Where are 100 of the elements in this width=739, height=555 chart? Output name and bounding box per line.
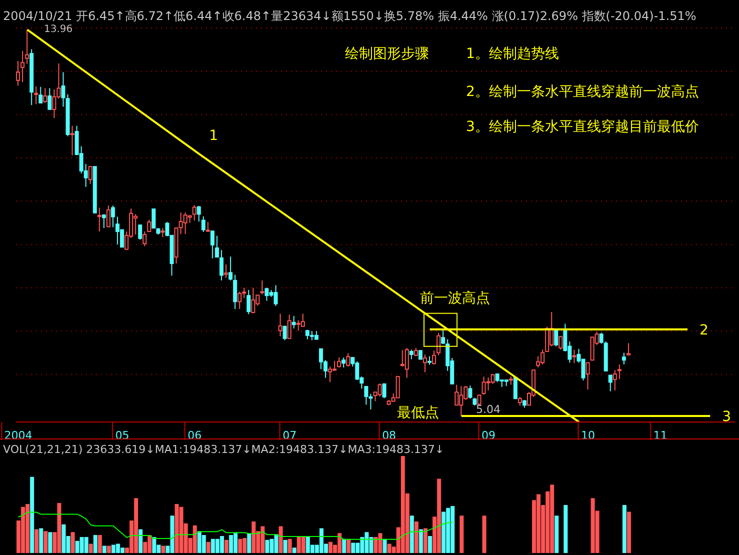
candlestick [278,313,282,337]
bar [423,528,428,553]
bar [238,538,242,553]
candlestick [337,356,342,368]
bar [206,542,210,553]
bar [554,516,559,553]
candlestick [617,364,622,380]
bar [202,535,206,553]
series-label: 1 [209,128,218,144]
bar [428,536,432,553]
bar [626,512,631,553]
bar [414,521,418,553]
candlestick [436,332,441,356]
candlestick [300,313,305,327]
candlestick [138,224,142,240]
candlestick [219,250,224,281]
bar [229,535,234,553]
candlestick [238,291,242,310]
bar [224,540,229,553]
bar [34,529,39,553]
bar [346,538,351,553]
bar [39,528,44,553]
bar [30,476,34,553]
candlestick [260,280,264,295]
candlestick [38,86,43,104]
bar [265,540,270,553]
candlestick [622,352,626,365]
candlestick [490,373,495,384]
candlestick [422,354,427,373]
bar [442,512,446,553]
bar [410,516,414,553]
candlestick [233,274,238,310]
candlestick [612,370,617,391]
chart-title: 2004/10/21 开6.45↑高6.72↑低6.44↑收6.48↑量23634↓额1550↓换5.78% 振4.44% 涨(0.17)2.69% 指数(-20.04)-1.51% [3,9,696,23]
bar [152,536,156,553]
bar [564,504,568,553]
bar [70,532,75,553]
bar [622,504,626,553]
candlestick [102,214,106,229]
candlestick [626,342,630,356]
candlestick [206,221,210,232]
candlestick [196,205,201,222]
annotation: 13.96 [44,24,73,35]
candlestick [432,350,436,365]
candlestick [142,230,147,247]
candlestick [264,287,269,302]
candlestick [477,394,482,406]
bar [98,535,102,553]
series-label: 2 [700,322,708,338]
bar [342,538,346,553]
candlestick [441,328,446,345]
candlestick [147,219,152,232]
bar [482,516,486,553]
bar [288,538,292,553]
bar [418,529,423,553]
candlestick [404,347,409,378]
candlestick [210,230,214,259]
bar [328,542,333,553]
bar [252,521,256,553]
candlestick [34,86,38,105]
candlestick [468,385,472,400]
candlestick [536,356,540,368]
bar [382,538,387,553]
bar [351,542,356,553]
bar [62,524,66,553]
candlestick [20,50,25,83]
bar [138,529,143,553]
bar [44,531,48,553]
annotation: 绘制图形步骤 [345,46,429,62]
candlestick [513,376,518,400]
candlestick [228,256,233,281]
bar [192,525,197,553]
bar [292,548,296,553]
candlestick [48,88,52,110]
candlestick [572,349,576,364]
annotation: 5.04 [476,402,500,416]
candlestick [342,356,346,368]
bar [283,540,288,553]
annotation: 2。绘制一条水平直线穿越前一波高点 [466,84,699,100]
candlestick [382,383,386,399]
bar [48,532,52,553]
annotation: 最低点 [397,405,439,421]
candlestick [88,166,92,184]
candlestick [251,287,256,314]
candlestick [282,325,287,341]
candlestick [292,315,296,329]
candlestick [409,349,414,360]
candlestick [106,205,110,228]
candlestick [61,72,66,108]
candlestick [110,205,115,228]
candlestick [608,374,612,392]
candlestick [364,386,368,406]
candlestick [554,328,558,347]
bar [301,536,306,553]
candlestick [16,60,20,86]
candlestick [214,235,219,258]
candlestick [396,376,400,398]
bar [460,516,464,553]
candlestick [97,207,102,232]
bar [88,544,93,553]
